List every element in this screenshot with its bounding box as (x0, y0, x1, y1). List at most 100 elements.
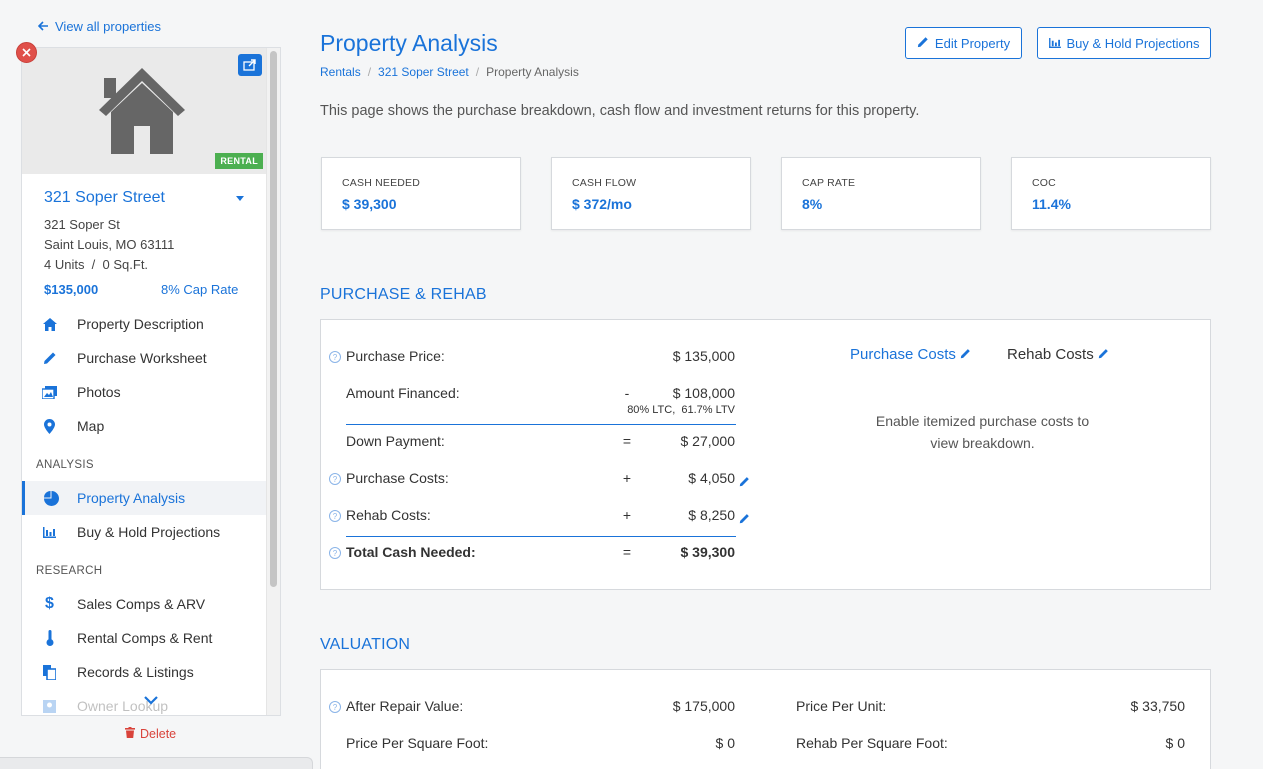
documents-icon (22, 664, 77, 680)
help-icon[interactable]: ? (329, 351, 341, 363)
kpi-label: CAP RATE (802, 177, 856, 189)
arrow-left-icon (37, 19, 49, 34)
property-cap-rate: 8% Cap Rate (161, 282, 239, 297)
property-name-dropdown[interactable]: 321 Soper Street (44, 189, 165, 206)
bottom-bar (0, 757, 313, 769)
back-link-label: View all properties (55, 19, 161, 34)
share-icon[interactable] (238, 54, 262, 76)
amount-financed-value: $ 108,000 (672, 385, 735, 401)
page-intro: This page shows the purchase breakdown, … (320, 103, 920, 119)
pie-chart-icon (25, 490, 77, 506)
down-payment-value: $ 27,000 (680, 433, 736, 449)
purchase-price-value: $ 135,000 (672, 348, 735, 364)
nav-label: Sales Comps & ARV (77, 596, 206, 612)
purchase-costs-op: + (622, 470, 632, 486)
property-price: $135,000 (44, 282, 99, 297)
close-icon[interactable] (16, 42, 37, 63)
sidebar-scrollbar[interactable] (270, 51, 277, 587)
nav-purchase-worksheet[interactable]: Purchase Worksheet (22, 341, 266, 375)
bar-chart-icon (1048, 36, 1061, 51)
delete-label: Delete (140, 727, 177, 741)
section-analysis-label: ANALYSIS (36, 459, 94, 471)
page-title: Property Analysis (320, 30, 498, 56)
rehab-per-sqft-label: Rehab Per Square Foot: (796, 735, 948, 751)
breadcrumb: Rentals / 321 Soper Street / Property An… (320, 65, 579, 79)
purchase-costs-value: $ 4,050 (688, 470, 735, 486)
arv-value: $ 175,000 (672, 698, 735, 714)
down-payment-op: = (622, 433, 632, 449)
tab-label: Rehab Costs (1007, 346, 1094, 363)
edit-property-label: Edit Property (934, 35, 1011, 51)
price-per-unit-value: $ 33,750 (1130, 698, 1186, 714)
purchase-rehab-panel: ? Purchase Price: $ 135,000 Amount Finan… (320, 319, 1211, 590)
nav-photos[interactable]: Photos (22, 375, 266, 409)
price-per-unit-label: Price Per Unit: (796, 698, 887, 714)
divider (346, 536, 736, 537)
help-icon[interactable]: ? (329, 510, 341, 522)
house-icon (99, 68, 185, 154)
nav-owner-lookup[interactable]: Owner Lookup (22, 689, 266, 715)
purchase-rehab-heading: PURCHASE & REHAB (320, 286, 487, 303)
tab-label: Purchase Costs (850, 346, 956, 363)
address-line-2: Saint Louis, MO 63111 (44, 237, 175, 252)
photos-icon (22, 385, 77, 399)
nav-records-listings[interactable]: Records & Listings (22, 655, 266, 689)
kpi-label: COC (1032, 177, 1056, 189)
nav-rental-comps[interactable]: Rental Comps & Rent (22, 621, 266, 655)
nav-property-description[interactable]: Property Description (22, 307, 266, 341)
amount-financed-op: - (624, 385, 630, 401)
total-cash-needed-op: = (622, 544, 632, 560)
nav-property-analysis[interactable]: Property Analysis (22, 481, 266, 515)
nav-label: Buy & Hold Projections (77, 524, 221, 540)
kpi-cap-rate: CAP RATE 8% (781, 157, 981, 230)
breadcrumb-property[interactable]: 321 Soper Street (378, 65, 469, 79)
nav-sales-comps[interactable]: $ Sales Comps & ARV (22, 587, 266, 621)
property-sidebar: RENTAL 321 Soper Street 321 Soper St Sai… (21, 47, 281, 716)
nav-buy-hold-projections[interactable]: Buy & Hold Projections (22, 515, 266, 549)
tab-rehab-costs[interactable]: Rehab Costs (1007, 346, 1109, 363)
edit-property-button[interactable]: Edit Property (905, 27, 1022, 59)
rental-badge: RENTAL (215, 153, 263, 169)
pencil-icon (960, 346, 971, 363)
breadcrumb-current: Property Analysis (486, 65, 579, 79)
kpi-label: CASH NEEDED (342, 177, 421, 189)
user-icon (22, 699, 77, 713)
trash-icon (125, 727, 135, 741)
help-icon[interactable]: ? (329, 473, 341, 485)
tab-purchase-costs[interactable]: Purchase Costs (850, 346, 971, 363)
edit-purchase-costs-icon[interactable] (739, 474, 750, 492)
purchase-price-label: Purchase Price: (346, 348, 445, 364)
down-payment-label: Down Payment: (346, 433, 445, 449)
section-research-label: RESEARCH (36, 565, 103, 577)
kpi-label: CASH FLOW (572, 177, 637, 189)
help-icon[interactable]: ? (329, 547, 341, 559)
valuation-panel: ? After Repair Value: $ 175,000 Price Pe… (320, 669, 1211, 769)
nav-label: Owner Lookup (77, 698, 169, 714)
chevron-down-icon[interactable] (236, 196, 244, 201)
address-line-1: 321 Soper St (44, 217, 120, 232)
financing-ratio-note: 80% LTC, 61.7% LTV (627, 404, 735, 416)
kpi-value: 8% (802, 196, 823, 212)
home-icon (22, 317, 77, 331)
rehab-costs-op: + (622, 507, 632, 523)
kpi-coc: COC 11.4% (1011, 157, 1211, 230)
nav-label: Property Analysis (77, 490, 186, 506)
pencil-icon (1098, 346, 1109, 363)
scroll-down-chevron-icon[interactable] (143, 692, 159, 710)
nav-label: Purchase Worksheet (77, 350, 207, 366)
total-cash-needed-label: Total Cash Needed: (346, 544, 476, 560)
breadcrumb-rentals[interactable]: Rentals (320, 65, 361, 79)
delete-button[interactable]: Delete (125, 727, 176, 741)
help-icon[interactable]: ? (329, 701, 341, 713)
buy-hold-projections-label: Buy & Hold Projections (1066, 35, 1200, 51)
edit-rehab-costs-icon[interactable] (739, 511, 750, 529)
price-per-sqft-label: Price Per Square Foot: (346, 735, 489, 751)
view-all-properties-link[interactable]: View all properties (37, 19, 161, 34)
kpi-cash-needed: CASH NEEDED $ 39,300 (321, 157, 521, 230)
nav-map[interactable]: Map (22, 409, 266, 443)
nav-label: Map (77, 418, 105, 434)
kpi-value: $ 39,300 (342, 196, 397, 212)
arv-label: After Repair Value: (346, 698, 464, 714)
breadcrumb-separator: / (475, 65, 480, 79)
buy-hold-projections-button[interactable]: Buy & Hold Projections (1037, 27, 1211, 59)
